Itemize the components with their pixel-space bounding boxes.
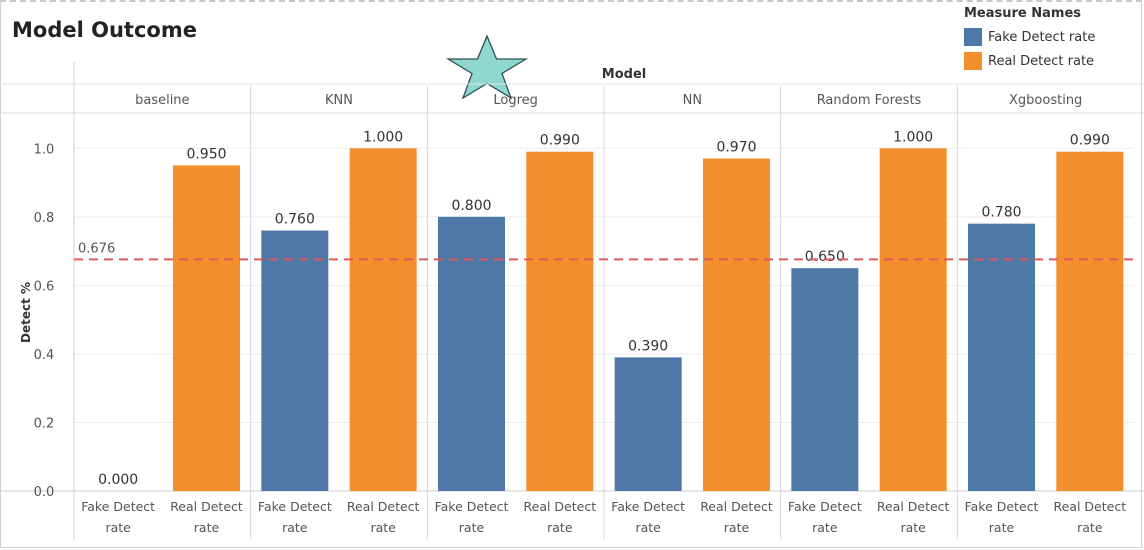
x-tick-label-knn-real-detect-rate-line1: Real Detect (347, 499, 420, 514)
data-label-logreg-real-detect-rate: 0.990 (540, 133, 580, 149)
data-label-logreg-fake-detect-rate: 0.800 (451, 198, 491, 214)
legend-item-fake-detect-rate[interactable]: Fake Detect rate (964, 25, 1095, 49)
y-tick-label-3: 0.6 (34, 279, 55, 294)
x-tick-label-baseline-real-detect-rate-line2: rate (194, 520, 220, 535)
bar-logreg-fake-detect-rate (438, 216, 505, 491)
group-header-knn: KNN (325, 93, 353, 108)
legend-label-real: Real Detect rate (988, 53, 1095, 69)
y-tick-label-4: 0.8 (34, 211, 55, 226)
x-tick-label-random-forests-fake-detect-rate-line1: Fake Detect (788, 499, 862, 514)
legend-title: Measure Names (964, 6, 1082, 21)
y-tick-label-5: 1.0 (34, 142, 55, 157)
data-label-nn-fake-detect-rate: 0.390 (628, 338, 668, 354)
x-tick-label-logreg-fake-detect-rate-line1: Fake Detect (435, 499, 509, 514)
bar-xgboosting-fake-detect-rate (968, 223, 1035, 491)
x-tick-label-knn-real-detect-rate-line2: rate (370, 520, 396, 535)
y-tick-label-0: 0.0 (34, 485, 55, 500)
x-tick-label-random-forests-real-detect-rate-line2: rate (900, 520, 926, 535)
x-tick-label-logreg-real-detect-rate-line1: Real Detect (524, 499, 597, 514)
x-tick-label-nn-real-detect-rate-line1: Real Detect (700, 499, 773, 514)
x-tick-label-xgboosting-real-detect-rate-line1: Real Detect (1054, 499, 1127, 514)
legend-label-fake: Fake Detect rate (988, 29, 1096, 45)
x-tick-label-baseline-real-detect-rate-line1: Real Detect (170, 499, 243, 514)
bar-xgboosting-real-detect-rate (1056, 151, 1124, 491)
group-header-nn: NN (683, 93, 702, 108)
bar-nn-real-detect-rate (703, 158, 770, 491)
x-tick-label-nn-fake-detect-rate-line1: Fake Detect (611, 499, 685, 514)
legend-swatch-real (964, 52, 982, 70)
legend-swatch-fake (964, 28, 982, 46)
x-tick-label-xgboosting-real-detect-rate-line2: rate (1077, 520, 1103, 535)
reference-line-label: 0.676 (78, 241, 115, 256)
data-label-xgboosting-fake-detect-rate: 0.780 (981, 205, 1021, 221)
x-tick-label-logreg-fake-detect-rate-line2: rate (459, 520, 485, 535)
bar-nn-fake-detect-rate (614, 357, 682, 491)
column-header-title: Model (602, 67, 646, 82)
data-label-baseline-fake-detect-rate: 0.000 (98, 472, 138, 488)
legend: Measure Names Fake Detect rate Real Dete… (964, 6, 1095, 73)
data-label-knn-fake-detect-rate: 0.760 (275, 212, 315, 228)
data-label-xgboosting-real-detect-rate: 0.990 (1070, 133, 1110, 149)
data-label-knn-real-detect-rate: 1.000 (363, 129, 403, 145)
x-tick-label-random-forests-fake-detect-rate-line2: rate (812, 520, 838, 535)
x-tick-label-baseline-fake-detect-rate-line2: rate (105, 520, 131, 535)
data-label-random-forests-fake-detect-rate: 0.650 (805, 249, 845, 265)
bar-knn-fake-detect-rate (261, 230, 329, 491)
chart-title: Model Outcome (12, 18, 197, 42)
bar-logreg-real-detect-rate (526, 151, 594, 491)
group-header-baseline: baseline (135, 93, 189, 108)
bar-knn-real-detect-rate (349, 148, 417, 492)
x-tick-label-random-forests-real-detect-rate-line1: Real Detect (877, 499, 950, 514)
x-tick-label-nn-fake-detect-rate-line2: rate (635, 520, 661, 535)
group-header-xgboosting: Xgboosting (1009, 93, 1082, 108)
bar-random-forests-real-detect-rate (879, 148, 947, 492)
data-label-nn-real-detect-rate: 0.970 (716, 140, 756, 156)
bar-random-forests-fake-detect-rate (791, 268, 859, 491)
x-tick-label-logreg-real-detect-rate-line2: rate (547, 520, 573, 535)
data-label-baseline-real-detect-rate: 0.950 (186, 146, 226, 162)
x-tick-label-baseline-fake-detect-rate-line1: Fake Detect (81, 499, 155, 514)
legend-item-real-detect-rate[interactable]: Real Detect rate (964, 49, 1095, 73)
group-header-random-forests: Random Forests (817, 93, 922, 108)
y-tick-label-2: 0.4 (34, 348, 55, 363)
x-tick-label-knn-fake-detect-rate-line1: Fake Detect (258, 499, 332, 514)
bar-baseline-real-detect-rate (173, 165, 240, 491)
x-tick-label-knn-fake-detect-rate-line2: rate (282, 520, 308, 535)
x-tick-label-xgboosting-fake-detect-rate-line2: rate (989, 520, 1015, 535)
y-axis-title: Detect % (19, 282, 33, 343)
data-label-random-forests-real-detect-rate: 1.000 (893, 129, 933, 145)
x-tick-label-nn-real-detect-rate-line2: rate (724, 520, 750, 535)
y-tick-label-1: 0.2 (34, 416, 55, 431)
x-tick-label-xgboosting-fake-detect-rate-line1: Fake Detect (965, 499, 1039, 514)
group-header-logreg: Logreg (493, 93, 538, 108)
